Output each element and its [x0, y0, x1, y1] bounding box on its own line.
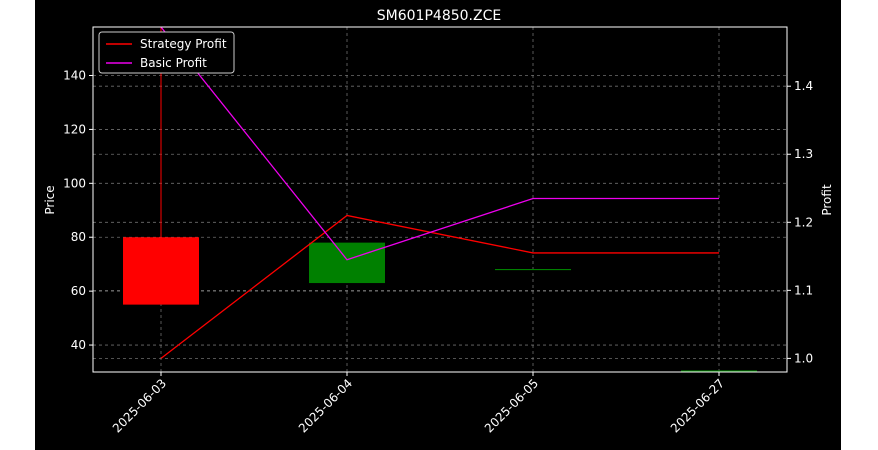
y2-axis-label: Profit [820, 184, 834, 216]
y2-tick-label: 1.2 [794, 215, 813, 229]
y-tick-label: 100 [63, 176, 86, 190]
y2-tick-label: 1.0 [794, 351, 813, 365]
legend: Strategy Profit Basic Profit [98, 31, 235, 74]
candle-layer [123, 27, 757, 372]
basic-profit-line [160, 26, 719, 261]
plot-frame [92, 26, 788, 373]
y2-tick-label: 1.3 [794, 147, 813, 161]
legend-label-strategy-profit: Strategy Profit [140, 37, 227, 51]
y-tick-label: 60 [71, 284, 86, 298]
y2-tick-label: 1.1 [794, 283, 813, 297]
y-tick-label: 140 [63, 69, 86, 83]
y2-tick-label: 1.4 [794, 79, 813, 93]
candle-body [309, 242, 385, 284]
chart-title: SM601P4850.ZCE [377, 8, 501, 24]
strategy-profit-line [160, 214, 719, 359]
y-tick-label: 120 [63, 122, 86, 136]
y-tick-label: 80 [71, 230, 86, 244]
y-axis-label: Price [43, 185, 57, 214]
line-layer [160, 26, 719, 359]
y-tick-label: 40 [71, 338, 86, 352]
figure-background [35, 0, 841, 450]
legend-box [98, 31, 235, 74]
legend-label-basic-profit: Basic Profit [140, 56, 207, 70]
candle-body [123, 237, 199, 305]
